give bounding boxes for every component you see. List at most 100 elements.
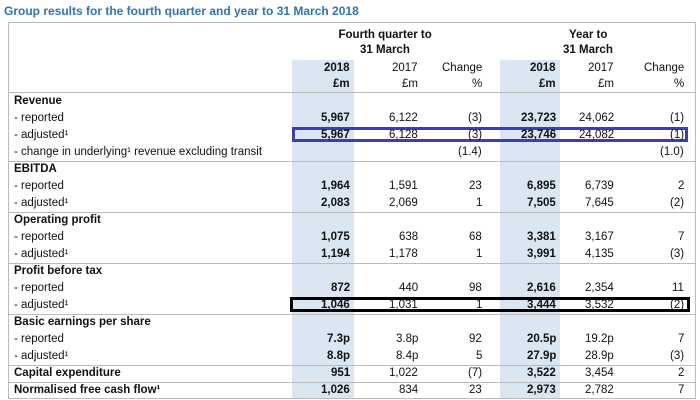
column-header: £m <box>539 78 556 90</box>
cell: 3,444 <box>527 299 556 311</box>
cell: 6,739 <box>585 180 614 192</box>
row-highlight <box>292 127 688 142</box>
cell: (3) <box>468 112 483 124</box>
cell: (2) <box>670 299 685 311</box>
cell: 6,895 <box>527 180 556 192</box>
separator <box>9 314 696 315</box>
cell: 872 <box>331 282 351 294</box>
row-heading: Normalised free cash flow¹ <box>14 384 161 396</box>
group-header: Year to <box>569 29 608 41</box>
separator <box>9 382 696 383</box>
group-header: Fourth quarter to <box>338 29 432 41</box>
cell: 2,354 <box>585 282 614 294</box>
row-label: - adjusted¹ <box>14 248 69 260</box>
cell: 1,178 <box>389 248 418 260</box>
cell: 23 <box>469 180 482 192</box>
cell: 3.8p <box>396 333 419 345</box>
row-label: - reported <box>14 282 64 294</box>
cell: 7,505 <box>527 197 556 209</box>
separator <box>9 212 696 213</box>
cell: 1,022 <box>389 367 418 379</box>
cell: (1.4) <box>458 146 482 158</box>
cell: 8.8p <box>327 350 351 362</box>
row-label: - reported <box>14 180 64 192</box>
cell: 2,782 <box>585 384 614 396</box>
cell: 19.2p <box>585 333 614 345</box>
column-shade <box>292 60 354 398</box>
cell: 98 <box>469 282 482 294</box>
cell: 1 <box>476 197 483 209</box>
cell: 2,083 <box>321 197 350 209</box>
row-label: - adjusted¹ <box>14 197 69 209</box>
cell: 2,069 <box>389 197 418 209</box>
cell: 440 <box>399 282 419 294</box>
row-heading: Basic earnings per share <box>14 316 151 328</box>
cell: (2) <box>670 197 685 209</box>
separator <box>9 263 696 264</box>
cell: 24,082 <box>579 129 615 141</box>
column-header: £m <box>333 78 350 90</box>
cell: 24,062 <box>579 112 615 124</box>
cell: 2,616 <box>527 282 556 294</box>
cell: 5 <box>476 350 483 362</box>
cell: 7 <box>678 384 685 396</box>
row-label: - adjusted¹ <box>14 350 69 362</box>
cell: 2,973 <box>527 384 556 396</box>
cell: 3,991 <box>527 248 556 260</box>
cell: 1 <box>476 299 483 311</box>
column-header: 2018 <box>324 62 350 74</box>
row-label: - adjusted¹ <box>14 129 69 141</box>
cell: 23,723 <box>521 112 557 124</box>
cell: 1,194 <box>321 248 350 260</box>
column-header: % <box>472 78 483 90</box>
cell: 1 <box>476 248 483 260</box>
row-heading: Revenue <box>14 95 62 107</box>
cell: (3) <box>670 350 685 362</box>
cell: 3,381 <box>527 231 556 243</box>
cell: 7,645 <box>585 197 614 209</box>
cell: 1,026 <box>321 384 350 396</box>
cell: 1,964 <box>321 180 350 192</box>
cell: 7 <box>678 333 685 345</box>
cell: 638 <box>399 231 419 243</box>
cell: (1) <box>670 112 685 124</box>
column-header: 2017 <box>588 62 614 74</box>
cell: 68 <box>469 231 482 243</box>
table-frame <box>8 22 696 399</box>
cell: 834 <box>399 384 419 396</box>
cell: (7) <box>468 367 483 379</box>
column-header: £m <box>598 78 614 90</box>
cell: 8.4p <box>396 350 419 362</box>
row-heading: EBITDA <box>14 163 57 175</box>
cell: 92 <box>469 333 482 345</box>
cell: 6,122 <box>389 112 418 124</box>
row-label: - change in underlying¹ revenue excludin… <box>14 146 263 158</box>
cell: 3,532 <box>585 299 614 311</box>
row-heading: Profit before tax <box>14 265 103 277</box>
row-heading: Operating profit <box>14 214 101 226</box>
row-label: - reported <box>14 112 64 124</box>
cell: 4,135 <box>585 248 614 260</box>
column-header: 2018 <box>530 62 556 74</box>
column-header: Change <box>442 62 483 74</box>
row-heading: Capital expenditure <box>14 367 121 379</box>
row-label: - adjusted¹ <box>14 299 69 311</box>
cell: 1,075 <box>321 231 350 243</box>
separator <box>9 161 696 162</box>
cell: 11 <box>672 282 684 294</box>
cell: 3,454 <box>585 367 614 379</box>
cell: 2 <box>678 180 685 192</box>
cell: 5,967 <box>321 112 350 124</box>
cell: 5,967 <box>321 129 350 141</box>
title: Group results for the fourth quarter and… <box>4 4 359 18</box>
cell: 6,128 <box>389 129 418 141</box>
group-header: 31 March <box>360 44 410 56</box>
cell: 28.9p <box>585 350 614 362</box>
cell: 1,031 <box>389 299 418 311</box>
column-header: 2017 <box>392 62 418 74</box>
row-label: - reported <box>14 333 64 345</box>
cell: 2 <box>678 367 685 379</box>
column-header: % <box>674 78 685 90</box>
cell: 3,522 <box>527 367 556 379</box>
